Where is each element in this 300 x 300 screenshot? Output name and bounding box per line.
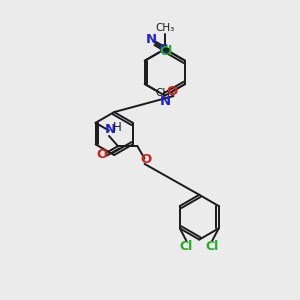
Text: CH₃: CH₃: [155, 23, 175, 33]
Text: N: N: [105, 123, 116, 136]
Text: O: O: [167, 85, 178, 98]
Text: O: O: [140, 153, 151, 166]
Text: C: C: [158, 43, 167, 56]
Text: Cl: Cl: [206, 240, 219, 254]
Text: CH₃: CH₃: [155, 88, 174, 98]
Text: H: H: [113, 121, 122, 134]
Text: O: O: [96, 148, 108, 161]
Text: Cl: Cl: [180, 240, 193, 254]
Text: Cl: Cl: [159, 45, 172, 58]
Text: N: N: [145, 34, 156, 46]
Text: N: N: [160, 94, 171, 107]
